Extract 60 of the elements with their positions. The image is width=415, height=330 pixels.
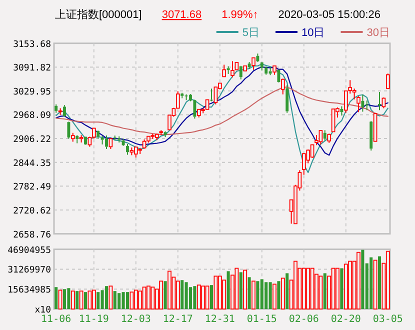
x-tick-label: 11-06 — [41, 314, 72, 325]
bar — [210, 285, 214, 309]
bar — [184, 282, 188, 309]
bar — [264, 282, 268, 309]
bar — [260, 279, 264, 309]
x-tick-label: 11-19 — [78, 314, 109, 325]
bar — [126, 292, 130, 309]
y-tick-label: 3091.82 — [13, 64, 51, 74]
bar — [84, 292, 88, 309]
bar — [180, 280, 184, 309]
y-tick-label: 46904955 — [8, 246, 51, 256]
y-tick-label: 15634985 — [8, 286, 51, 296]
bar — [164, 281, 167, 309]
bar — [113, 291, 116, 309]
y-tick-label: 2782.49 — [13, 182, 51, 193]
bar — [193, 286, 196, 309]
y-tick-label: 3153.68 — [13, 40, 51, 50]
x-tick-label: 02-20 — [330, 314, 361, 325]
text: 1.99%↑ — [222, 9, 258, 21]
bar — [256, 281, 260, 309]
bar — [277, 281, 280, 309]
legend-label: 10日 — [302, 27, 325, 39]
legend-label: 30日 — [366, 27, 390, 39]
bar — [378, 256, 382, 309]
bar — [239, 272, 242, 309]
bar — [226, 271, 230, 309]
y-tick-label: 31269970 — [8, 266, 51, 276]
bar — [268, 282, 272, 309]
bar — [62, 289, 66, 309]
bar — [361, 250, 364, 309]
bar — [323, 273, 326, 309]
bar — [340, 268, 344, 309]
bar — [100, 290, 104, 309]
bar — [96, 292, 100, 309]
bar — [118, 293, 121, 309]
x-tick-label: 03-05 — [372, 314, 403, 325]
chart-title: 上证指数[000001] — [55, 8, 142, 21]
x-tick-label: 02-06 — [288, 314, 319, 325]
legend-label: 5日 — [242, 27, 260, 39]
bar — [248, 277, 251, 309]
y-tick-label: 2720.62 — [13, 206, 51, 216]
y-tick-label: 2844.35 — [13, 158, 51, 169]
y-tick-label: 2906.22 — [13, 135, 51, 146]
y-tick-label: 2658.76 — [13, 230, 51, 240]
text: 2020-03-05 15:00:26 — [278, 9, 380, 21]
x-tick-label: 12-17 — [162, 314, 193, 325]
bar — [286, 273, 289, 309]
bar — [122, 292, 125, 309]
bar — [370, 257, 373, 309]
bar — [54, 287, 58, 309]
x-tick-label: 12-03 — [120, 314, 151, 325]
bar — [67, 288, 70, 309]
x-tick-label: 01-15 — [246, 314, 277, 325]
bar — [76, 291, 79, 309]
y-tick-label: x10 — [34, 306, 51, 316]
x-tick-label: 12-31 — [204, 314, 235, 325]
y-tick-label: 2968.09 — [13, 111, 51, 122]
text: 3071.68 — [162, 9, 202, 21]
y-tick-label: 3029.95 — [13, 87, 51, 98]
bar — [104, 286, 108, 309]
